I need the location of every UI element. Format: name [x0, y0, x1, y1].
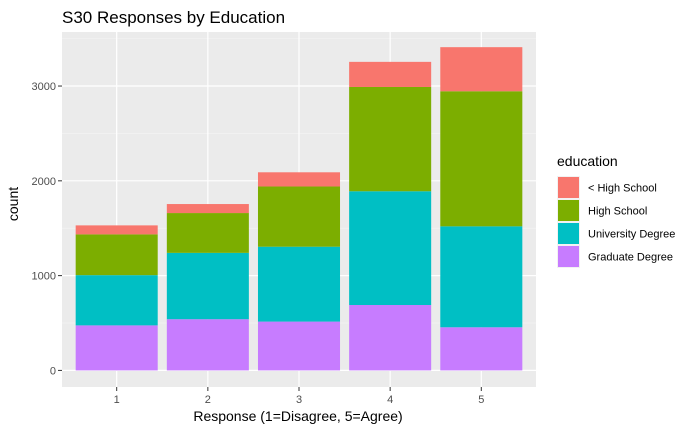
- bar-segment: [349, 61, 432, 87]
- bar-segment: [75, 275, 158, 326]
- bars: [75, 47, 523, 371]
- bar-segment: [257, 321, 341, 371]
- bar-segment: [440, 327, 523, 371]
- legend-label: < High School: [588, 183, 657, 195]
- x-tick-label: 1: [114, 394, 120, 406]
- legend-swatch: [558, 246, 579, 267]
- y-axis: 0 1000 2000 3000: [32, 81, 62, 377]
- x-tick-label: 3: [296, 394, 302, 406]
- legend-swatch: [558, 200, 579, 221]
- chart-title: S30 Responses by Education: [62, 8, 285, 27]
- legend-label: University Degree: [588, 229, 675, 241]
- bar-segment: [75, 234, 158, 276]
- x-axis-title: Response (1=Disagree, 5=Agree): [193, 408, 402, 424]
- legend: education < High School High School Univer…: [557, 153, 675, 268]
- bar-segment: [166, 213, 249, 253]
- y-tick-label: 0: [50, 365, 56, 377]
- y-axis-title: count: [5, 187, 21, 221]
- legend-label: Graduate Degree: [588, 252, 673, 264]
- x-tick-label: 4: [387, 394, 393, 406]
- bar-segment: [257, 186, 341, 247]
- bar-segment: [75, 325, 158, 371]
- x-tick-label: 5: [478, 394, 484, 406]
- legend-title: education: [557, 153, 618, 169]
- bar-segment: [349, 305, 432, 371]
- y-tick-label: 2000: [32, 176, 56, 188]
- y-tick-label: 3000: [32, 81, 56, 93]
- y-tick-label: 1000: [32, 271, 56, 283]
- bar-segment: [440, 91, 523, 227]
- bar-segment: [257, 172, 341, 187]
- bar-segment: [349, 191, 432, 306]
- bar-segment: [440, 226, 523, 328]
- bar-segment: [166, 252, 249, 320]
- bar-segment: [349, 86, 432, 192]
- x-tick-label: 2: [205, 394, 211, 406]
- bar-segment: [440, 47, 523, 92]
- x-axis: 1 2 3 4 5: [114, 387, 484, 406]
- bar-segment: [257, 246, 341, 322]
- legend-swatch: [558, 177, 579, 198]
- legend-swatch: [558, 223, 579, 244]
- bar-segment: [166, 204, 249, 214]
- legend-label: High School: [588, 206, 647, 218]
- bar-segment: [75, 225, 158, 235]
- bar-segment: [166, 319, 249, 371]
